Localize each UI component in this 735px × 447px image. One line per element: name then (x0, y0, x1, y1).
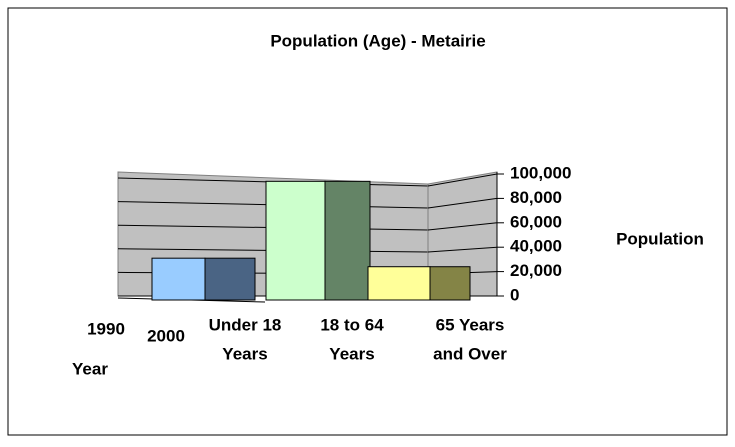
x-tick-label: Years (222, 344, 267, 363)
y-axis-label: Population (616, 229, 704, 248)
x-tick-label: 18 to 64 (320, 315, 384, 334)
y-tick-label: 40,000 (510, 237, 562, 256)
bar-side (204, 257, 256, 301)
y-tick-label: 100,000 (510, 163, 571, 182)
x-tick-label: Years (329, 344, 374, 363)
y-tick-label: 80,000 (510, 188, 562, 207)
bar-side (324, 180, 371, 301)
chart-title: Population (Age) - Metairie (270, 31, 485, 50)
grid-line (427, 197, 498, 209)
bar-side (429, 266, 471, 301)
grid-line (427, 173, 498, 187)
y-tick-label: 20,000 (510, 261, 562, 280)
depth-axis-label: Year (72, 359, 108, 378)
depth-label: 2000 (147, 326, 185, 345)
x-tick-label: 65 Years (436, 315, 505, 334)
x-tick-label: Under 18 (209, 315, 282, 334)
y-tick-label: 60,000 (510, 212, 562, 231)
x-tick-label: and Over (433, 344, 507, 363)
bar (265, 180, 326, 301)
grid-line (427, 246, 498, 253)
depth-label: 1990 (87, 319, 125, 338)
grid-line (427, 222, 498, 231)
bar (367, 266, 431, 301)
bar (151, 257, 206, 301)
y-tick-label: 0 (510, 285, 519, 304)
